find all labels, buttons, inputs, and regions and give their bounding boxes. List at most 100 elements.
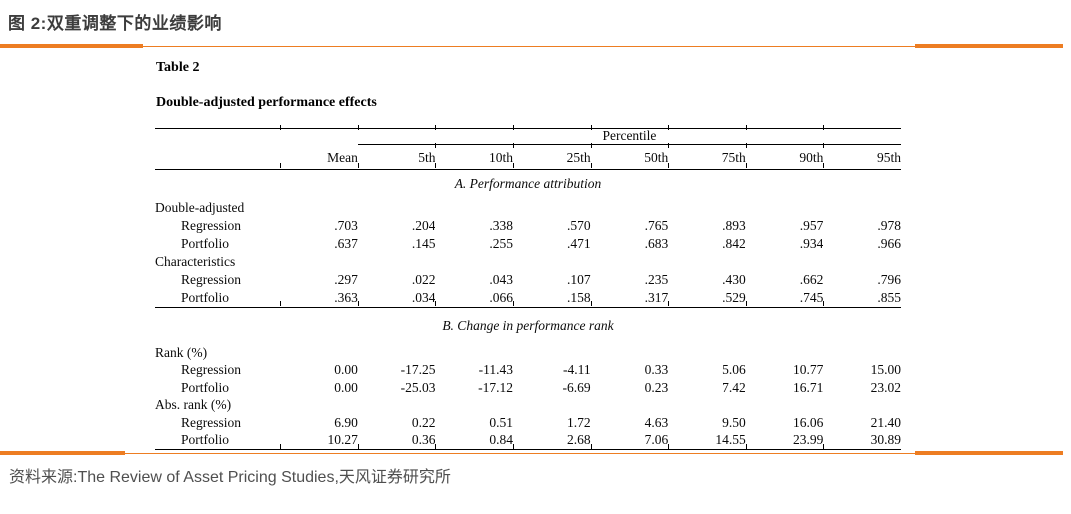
column-boundary-tick xyxy=(590,163,592,168)
column-boundary-tick xyxy=(357,163,359,168)
bottom-divider-rule xyxy=(0,451,1071,455)
table-cell: 30.89 xyxy=(870,431,901,447)
table-cell: .703 xyxy=(334,217,358,233)
divider-thick-right-segment xyxy=(915,451,1063,455)
table-cell: .934 xyxy=(799,235,824,251)
table-row: Regression .297 .022 .043 .107 .235 .430… xyxy=(155,271,901,289)
top-divider-rule xyxy=(0,44,1071,48)
table-row: Regression 0.00 -17.25 -11.43 -4.11 0.33… xyxy=(155,362,901,380)
table-cell: 10.77 xyxy=(792,362,824,378)
column-boundary-tick xyxy=(435,143,437,148)
column-boundary-tick xyxy=(668,143,670,148)
table-cell: 15.00 xyxy=(870,362,901,378)
empty-cells xyxy=(280,253,901,271)
table-cell: .570 xyxy=(567,217,591,233)
column-header: 10th xyxy=(435,144,514,170)
column-boundary-tick xyxy=(745,124,747,130)
divider-thin-line xyxy=(0,453,1063,454)
table-cell: .107 xyxy=(567,271,591,287)
table-cell: 0.22 xyxy=(411,414,436,430)
row-label: Regression xyxy=(181,362,241,378)
column-boundary-tick xyxy=(668,301,670,306)
empty-cells xyxy=(280,344,901,362)
row-label: Portfolio xyxy=(181,431,230,447)
row-label: Regression xyxy=(181,217,241,233)
table-cell: 23.99 xyxy=(792,431,824,447)
column-boundary-tick xyxy=(357,301,359,306)
column-header: 50th xyxy=(590,144,669,170)
table-cell: -11.43 xyxy=(478,362,514,378)
panel-a-title: A. Performance attribution xyxy=(454,176,602,192)
column-boundary-tick xyxy=(280,124,282,130)
table-cell: 7.06 xyxy=(644,431,669,447)
column-boundary-tick xyxy=(280,163,282,168)
percentile-spanner-row: Percentile xyxy=(155,128,901,145)
table-cell: 9.50 xyxy=(722,414,746,430)
column-boundary-tick xyxy=(280,301,282,306)
table-cell: .430 xyxy=(722,271,746,287)
divider-thick-left-segment xyxy=(0,44,143,48)
table-cell: 1.72 xyxy=(567,414,591,430)
table-cell: .066 xyxy=(435,289,514,308)
spanner-spacer-cell xyxy=(155,129,358,145)
column-header: 95th xyxy=(823,144,901,170)
column-boundary-tick xyxy=(823,124,825,130)
table-cell: 7.42 xyxy=(722,379,746,395)
column-header: 25th xyxy=(513,144,591,170)
column-boundary-tick xyxy=(590,143,592,148)
column-header: 5th xyxy=(357,144,436,170)
row-label: Regression xyxy=(181,271,241,287)
table-cell: .683 xyxy=(644,235,669,251)
column-boundary-tick xyxy=(435,124,437,130)
table-cell: 0.23 xyxy=(644,379,669,395)
table-cell: 0.00 xyxy=(334,362,358,378)
column-boundary-tick xyxy=(435,301,437,306)
column-boundary-tick xyxy=(668,124,670,130)
table-cell: .978 xyxy=(877,217,901,233)
table-cell: .529 xyxy=(668,289,746,308)
table-row: Regression 6.90 0.22 0.51 1.72 4.63 9.50… xyxy=(155,414,901,432)
column-boundary-tick xyxy=(590,124,592,130)
table-cell: .255 xyxy=(489,235,514,251)
table-cell: 10.27 xyxy=(327,431,358,447)
table-cell: .338 xyxy=(489,217,514,233)
table-cell: .842 xyxy=(722,235,746,251)
column-boundary-tick xyxy=(668,443,670,449)
column-boundary-tick xyxy=(513,163,515,168)
performance-table: Percentile Mean 5th 10th 25th 50th 75th … xyxy=(155,128,901,450)
column-boundary-tick xyxy=(745,163,747,168)
column-boundary-tick xyxy=(513,443,515,449)
row-label: Portfolio xyxy=(181,235,230,251)
table-cell: -25.03 xyxy=(400,379,436,395)
column-boundary-tick xyxy=(745,301,747,306)
table-cell: .637 xyxy=(334,235,358,251)
table-cell: .145 xyxy=(411,235,436,251)
table-cell: .471 xyxy=(567,235,591,251)
row-label: Characteristics xyxy=(155,253,236,269)
table-cell: .745 xyxy=(745,289,824,308)
table-cell: 5.06 xyxy=(722,362,746,378)
panel-b-title: B. Change in performance rank xyxy=(442,317,614,333)
table-cell: 21.40 xyxy=(870,414,901,430)
table-cell: 0.51 xyxy=(489,414,514,430)
table-cell: 2.68 xyxy=(567,431,591,447)
table-row: Portfolio 10.27 0.36 0.84 2.68 7.06 14.5… xyxy=(155,432,901,450)
table-row: Regression .703 .204 .338 .570 .765 .893… xyxy=(155,217,901,235)
table-cell: .966 xyxy=(877,235,901,251)
column-header: 90th xyxy=(745,144,824,170)
empty-cells xyxy=(280,199,901,217)
table-title: Double-adjusted performance effects xyxy=(156,95,377,110)
column-boundary-tick xyxy=(590,443,592,449)
column-boundary-tick xyxy=(823,163,825,168)
table-cell: 23.02 xyxy=(870,379,901,395)
column-boundary-tick xyxy=(668,163,670,168)
column-boundary-tick xyxy=(513,301,515,306)
table-row: Portfolio 0.00 -25.03 -17.12 -6.69 0.23 … xyxy=(155,379,901,397)
table-cell: .855 xyxy=(823,289,901,308)
table-cell: .796 xyxy=(877,271,901,287)
table-cell: -6.69 xyxy=(562,379,591,395)
table-cell: .297 xyxy=(334,271,358,287)
table-row: Portfolio .363 .034 .066 .158 .317 .529 … xyxy=(155,289,901,308)
table-cell: 14.55 xyxy=(715,431,746,447)
table-cell: .034 xyxy=(357,289,436,308)
